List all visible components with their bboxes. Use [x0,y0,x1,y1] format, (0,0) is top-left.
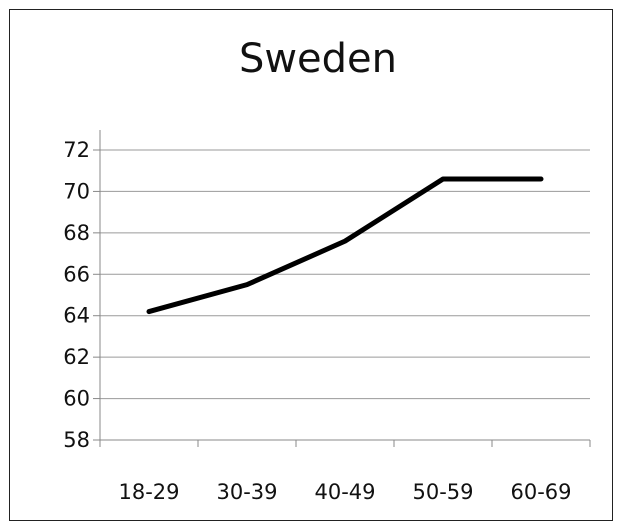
x-axis-ticks: 18-29 30-39 40-49 50-59 60-69 [99,440,591,504]
y-tick-label: 68 [63,221,90,245]
gridlines [100,149,590,400]
y-tick-label: 62 [63,345,90,369]
y-tick-label: 58 [63,428,90,452]
chart-title: Sweden [239,36,397,82]
axes [99,130,590,441]
x-tick-label: 40-49 [314,480,375,504]
y-tick-label: 72 [63,138,90,162]
series-line [146,176,544,315]
y-tick-label: 60 [63,387,90,411]
x-tick-label: 30-39 [216,480,277,504]
chart-frame [9,9,613,521]
y-tick-label: 66 [63,262,90,286]
x-tick-label: 18-29 [118,480,179,504]
x-tick-label: 60-69 [510,480,571,504]
y-axis-ticks: 58 60 62 64 66 68 70 72 [63,138,100,452]
x-tick-label: 50-59 [412,480,473,504]
y-tick-label: 70 [63,179,90,203]
y-tick-label: 64 [63,304,90,328]
series-line-path [146,176,544,315]
